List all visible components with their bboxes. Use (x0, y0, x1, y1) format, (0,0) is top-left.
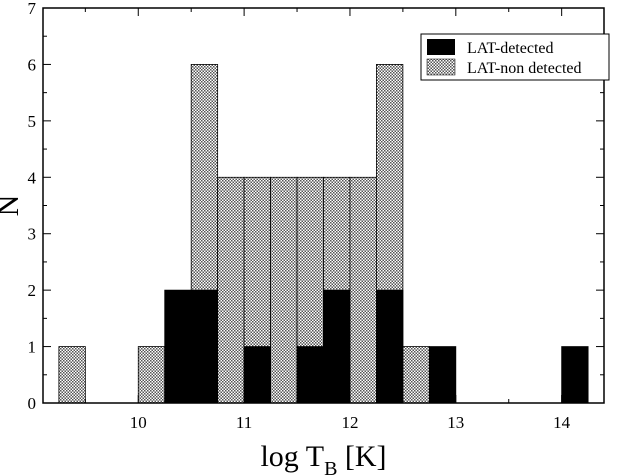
y-tick-label: 5 (28, 112, 37, 131)
bar-detected-5 (376, 289, 404, 404)
legend-label-lat-non-detected: LAT-non detected (467, 60, 581, 77)
y-axis-title: N (0, 195, 25, 217)
bar-detected-1 (190, 289, 219, 404)
y-tick-label: 3 (28, 225, 37, 244)
bar-non-detected-3 (217, 176, 245, 404)
y-tick-label: 0 (28, 394, 37, 413)
legend-swatch-lat-detected (427, 39, 455, 55)
bar-non-detected-10 (402, 346, 430, 404)
y-tick-label: 6 (28, 55, 37, 74)
bar-detected-4 (323, 289, 351, 404)
bar-non-detected-8 (349, 176, 377, 404)
x-tick-label: 10 (130, 413, 147, 432)
x-axis-title-unit: [K] (337, 440, 386, 473)
x-axis-title-main: log T (260, 440, 324, 473)
y-tick-label: 7 (28, 0, 37, 18)
y-tick-label: 1 (28, 338, 37, 357)
legend-swatch-lat-non-detected (426, 58, 456, 76)
bar-non-detected-0 (58, 346, 86, 404)
x-tick-label: 11 (236, 413, 252, 432)
x-tick-label: 13 (447, 413, 464, 432)
bar-non-detected-5 (270, 176, 298, 404)
x-axis-title-sub: B (324, 458, 337, 476)
bar-detected-2 (243, 346, 271, 404)
bar-detected-3 (296, 346, 324, 404)
bars-layer (58, 64, 589, 404)
x-tick-label: 12 (341, 413, 358, 432)
legend: LAT-detected LAT-non detected (420, 33, 610, 81)
bar-detected-6 (428, 346, 457, 404)
bar-non-detected-1 (137, 346, 166, 404)
bar-detected-0 (164, 289, 192, 404)
bar-detected-7 (561, 346, 589, 404)
x-tick-label: 14 (553, 413, 571, 432)
legend-label-lat-detected: LAT-detected (467, 40, 553, 57)
y-tick-label: 4 (28, 168, 37, 187)
y-tick-label: 2 (28, 281, 37, 300)
x-axis-title: log TB [K] (260, 440, 386, 476)
